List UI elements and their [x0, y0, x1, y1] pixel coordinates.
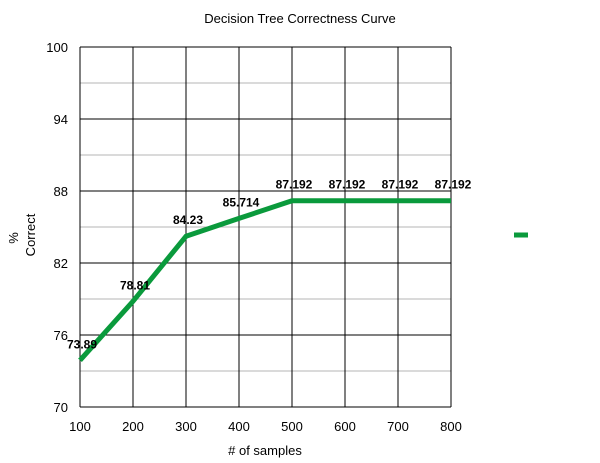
x-axis-label: # of samples: [228, 443, 302, 458]
y-axis-label: % Correct: [6, 213, 38, 256]
y-axis-label-line-1: %: [6, 232, 21, 244]
x-tick-label: 100: [69, 419, 91, 434]
data-label: 87.192: [382, 178, 419, 192]
y-axis-label-line-2: Correct: [23, 213, 38, 256]
plot-grid: [79, 46, 452, 408]
y-axis-ticks: 70 76 82 88 94 100: [46, 40, 68, 415]
data-label: 78.81: [120, 278, 150, 292]
data-label: 85.714: [223, 195, 260, 209]
x-tick-label: 800: [440, 419, 462, 434]
chart-title: Decision Tree Correctness Curve: [204, 11, 395, 26]
y-tick-label: 88: [54, 184, 68, 199]
x-tick-label: 600: [334, 419, 356, 434]
y-tick-label: 70: [54, 400, 68, 415]
data-label: 87.192: [276, 178, 313, 192]
y-tick-label: 94: [54, 112, 68, 127]
x-tick-label: 700: [387, 419, 409, 434]
x-tick-label: 300: [175, 419, 197, 434]
data-label: 73.89: [67, 337, 97, 351]
data-label: 87.192: [329, 178, 366, 192]
x-tick-label: 500: [281, 419, 303, 434]
data-labels: 73.89 78.81 84.23 85.714 87.192 87.192 87.192 8…: [67, 178, 472, 352]
data-label: 84.23: [173, 213, 203, 227]
data-label: 87.192: [435, 178, 472, 192]
series-line: [78, 198, 451, 362]
x-tick-label: 400: [228, 419, 250, 434]
x-tick-label: 200: [122, 419, 144, 434]
y-tick-label: 82: [54, 256, 68, 271]
x-axis-ticks: 100 200 300 400 500 600 700 800: [69, 419, 462, 434]
y-tick-label: 76: [54, 328, 68, 343]
y-tick-label: 100: [46, 40, 68, 55]
